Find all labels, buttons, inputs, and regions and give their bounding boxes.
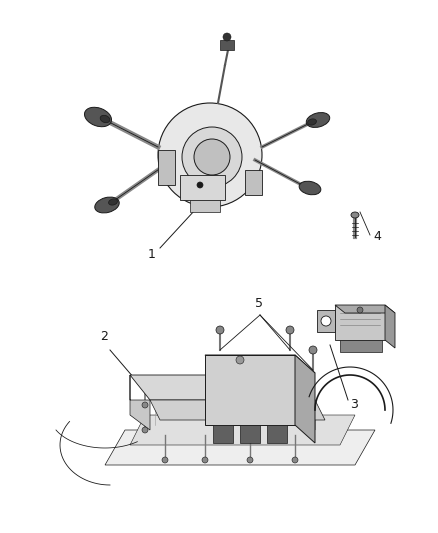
Circle shape xyxy=(292,457,298,463)
Ellipse shape xyxy=(351,212,359,218)
Circle shape xyxy=(247,457,253,463)
Polygon shape xyxy=(158,150,175,185)
Polygon shape xyxy=(295,355,315,443)
Text: 2: 2 xyxy=(100,330,108,343)
Circle shape xyxy=(216,326,224,334)
Ellipse shape xyxy=(95,197,119,213)
Text: 1: 1 xyxy=(148,248,156,261)
Circle shape xyxy=(202,457,208,463)
Ellipse shape xyxy=(299,181,321,195)
Bar xyxy=(240,425,260,443)
Text: 4: 4 xyxy=(373,230,381,243)
Circle shape xyxy=(223,33,231,41)
Text: 5: 5 xyxy=(255,297,263,310)
Ellipse shape xyxy=(306,112,330,127)
Polygon shape xyxy=(130,375,150,430)
Bar xyxy=(220,40,234,50)
Polygon shape xyxy=(150,400,325,420)
Polygon shape xyxy=(385,305,395,348)
Circle shape xyxy=(197,182,203,188)
Polygon shape xyxy=(130,375,315,400)
Bar xyxy=(205,355,295,425)
Text: 3: 3 xyxy=(350,398,358,411)
Circle shape xyxy=(309,346,317,354)
Polygon shape xyxy=(205,355,315,373)
Circle shape xyxy=(142,427,148,433)
Circle shape xyxy=(158,103,262,207)
Polygon shape xyxy=(105,430,375,465)
Circle shape xyxy=(194,139,230,175)
Circle shape xyxy=(182,127,242,187)
Circle shape xyxy=(142,402,148,408)
Polygon shape xyxy=(180,175,225,200)
Bar xyxy=(213,425,233,443)
Ellipse shape xyxy=(307,119,316,125)
Circle shape xyxy=(162,457,168,463)
Circle shape xyxy=(236,356,244,364)
Ellipse shape xyxy=(85,107,112,127)
Bar xyxy=(190,200,220,212)
Circle shape xyxy=(321,316,331,326)
Bar xyxy=(267,425,287,443)
Polygon shape xyxy=(295,375,315,430)
Bar xyxy=(335,305,385,340)
Bar xyxy=(317,310,335,332)
Ellipse shape xyxy=(100,115,110,123)
Bar xyxy=(340,340,382,352)
Circle shape xyxy=(357,307,363,313)
Polygon shape xyxy=(130,415,355,445)
Polygon shape xyxy=(245,170,262,195)
Circle shape xyxy=(286,326,294,334)
Ellipse shape xyxy=(109,199,117,205)
Polygon shape xyxy=(335,305,395,313)
